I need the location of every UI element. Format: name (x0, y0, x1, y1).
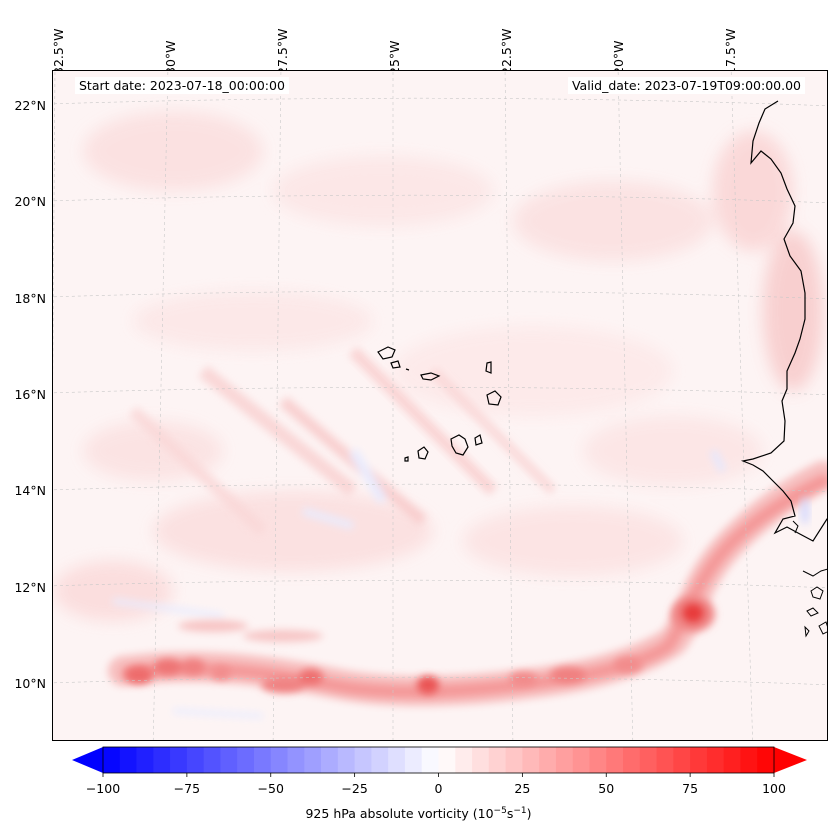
colorbar-segment (186, 747, 205, 773)
lon-label-17-5w: 17.5°W (723, 28, 738, 75)
colorbar-label: 925 hPa absolute vorticity (10−5s−1) (0, 806, 837, 821)
colorbar-segment (706, 747, 725, 773)
colorbar-label-prefix: 925 hPa absolute vorticity (10 (305, 806, 494, 822)
colorbar-segment (690, 747, 708, 773)
colorbar-segment (723, 747, 741, 773)
colorbar-segment (170, 747, 188, 773)
colorbar (72, 746, 807, 777)
colorbar-segment (639, 747, 657, 773)
lat-label-10n: 10°N (14, 676, 46, 691)
colorbar-segment (757, 747, 775, 773)
colorbar-segment (220, 747, 238, 773)
colorbar-segment (237, 747, 255, 773)
colorbar-min-extend-arrow (72, 747, 103, 773)
colorbar-tick-label: 75 (682, 781, 699, 796)
colorbar-tick-label: −50 (257, 781, 284, 796)
start-date-label: Start date: 2023-07-18_00:00:00 (75, 77, 289, 94)
colorbar-tick-label: 50 (598, 781, 615, 796)
lat-label-16n: 16°N (14, 387, 46, 402)
colorbar-segment (572, 747, 590, 773)
lat-label-14n: 14°N (14, 483, 46, 498)
lat-label-12n: 12°N (14, 580, 46, 595)
colorbar-segment (153, 747, 171, 773)
colorbar-tick-label: 0 (434, 781, 443, 796)
colorbar-segment (438, 747, 456, 773)
lon-label-32-5w: 32.5°W (51, 28, 66, 75)
colorbar-segment (203, 747, 221, 773)
background-vorticity-patches (53, 111, 823, 621)
colorbar-max-extend-arrow (774, 747, 807, 773)
colorbar-segments (103, 747, 775, 773)
colorbar-label-exponent-1: −5 (493, 806, 507, 816)
colorbar-tick-label: −25 (341, 781, 368, 796)
colorbar-segment (589, 747, 607, 773)
colorbar-segment (472, 747, 490, 773)
colorbar-segment (119, 747, 137, 773)
colorbar-segment (321, 747, 339, 773)
coastal-islands (792, 520, 827, 638)
colorbar-segment (656, 747, 674, 773)
colorbar-label-unit: s (506, 806, 514, 822)
colorbar-segment (136, 747, 154, 773)
lat-label-18n: 18°N (14, 291, 46, 306)
african-coastline (740, 100, 827, 542)
lat-label-20n: 20°N (14, 194, 46, 209)
colorbar-segment (404, 747, 423, 773)
colorbar-tick-label: 25 (514, 781, 531, 796)
vorticity-field (53, 71, 827, 740)
vorticity-maxima (125, 596, 715, 694)
colorbar-segment (606, 747, 624, 773)
colorbar-segment (522, 747, 540, 773)
colorbar-label-exponent-2: −1 (513, 806, 527, 816)
colorbar-tick-label: 100 (762, 781, 786, 796)
colorbar-segment (555, 747, 574, 773)
colorbar-segment (539, 747, 557, 773)
colorbar-segment (270, 747, 288, 773)
vorticity-map: Start date: 2023-07-18_00:00:00 Valid_da… (52, 70, 828, 741)
colorbar-segment (488, 747, 506, 773)
lon-label-22-5w: 22.5°W (499, 28, 514, 75)
colorbar-segment (421, 747, 439, 773)
lat-label-22n: 22°N (14, 98, 46, 113)
colorbar-segment (337, 747, 356, 773)
colorbar-segment (388, 747, 406, 773)
graticule (53, 71, 827, 740)
colorbar-segment (371, 747, 389, 773)
colorbar-tick-label: −100 (85, 781, 121, 796)
cape-verde-islands (377, 346, 502, 462)
diagonal-streaks (112, 346, 727, 719)
colorbar-segment (354, 747, 372, 773)
colorbar-segment (253, 747, 272, 773)
colorbar-segment (505, 747, 523, 773)
colorbar-segment (287, 747, 305, 773)
colorbar-label-suffix: ) (526, 806, 532, 822)
lon-label-27-5w: 27.5°W (275, 28, 290, 75)
colorbar-tick-label: −75 (173, 781, 201, 796)
colorbar-segment (623, 747, 641, 773)
colorbar-tickmarks (102, 773, 775, 777)
colorbar-segment (103, 747, 121, 773)
colorbar-segment (740, 747, 758, 773)
colorbar-segment (673, 747, 691, 773)
colorbar-segment (455, 747, 473, 773)
negative-vorticity-spot (800, 497, 810, 525)
valid-date-label: Valid_date: 2023-07-19T09:00:00.00 (567, 77, 805, 94)
colorbar-segment (304, 747, 322, 773)
